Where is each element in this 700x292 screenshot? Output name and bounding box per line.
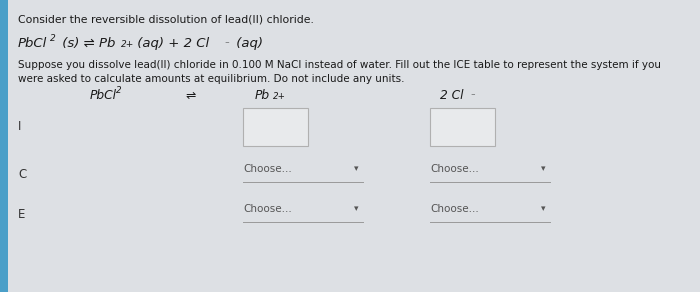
Text: PbCl: PbCl [90, 89, 117, 102]
Text: I: I [18, 121, 22, 133]
Bar [243, 108, 308, 146]
Text: 2: 2 [50, 34, 56, 43]
Text: ▾: ▾ [540, 164, 545, 173]
Bar [430, 108, 495, 146]
Text: C: C [18, 168, 27, 180]
Text: 2+: 2+ [121, 40, 134, 49]
Text: ▾: ▾ [354, 204, 358, 213]
Text: Pb: Pb [255, 89, 270, 102]
Text: ▾: ▾ [354, 164, 358, 173]
Text: 2: 2 [116, 86, 122, 95]
Text: ⇌: ⇌ [185, 89, 195, 102]
Text: Choose...: Choose... [430, 164, 479, 174]
Text: 2 Cl: 2 Cl [440, 89, 463, 102]
Text: Consider the reversible dissolution of lead(II) chloride.: Consider the reversible dissolution of l… [18, 14, 314, 24]
Text: E: E [18, 208, 25, 220]
Bar [0, 0, 8, 292]
Text: (aq) + 2 Cl: (aq) + 2 Cl [133, 37, 209, 50]
Text: ⁻: ⁻ [470, 92, 475, 101]
Text: (aq): (aq) [232, 37, 263, 50]
Text: Choose...: Choose... [243, 164, 292, 174]
Text: were asked to calculate amounts at equilibrium. Do not include any units.: were asked to calculate amounts at equil… [18, 74, 405, 84]
Text: 2+: 2+ [273, 92, 286, 101]
Text: ▾: ▾ [540, 204, 545, 213]
Text: Choose...: Choose... [430, 204, 479, 214]
Text: PbCl: PbCl [18, 37, 48, 50]
Text: (s) ⇌ Pb: (s) ⇌ Pb [58, 37, 116, 50]
Text: Choose...: Choose... [243, 204, 292, 214]
Text: Suppose you dissolve lead(II) chloride in 0.100 M NaCl instead of water. Fill ou: Suppose you dissolve lead(II) chloride i… [18, 60, 661, 70]
Text: ⁻: ⁻ [224, 40, 229, 49]
